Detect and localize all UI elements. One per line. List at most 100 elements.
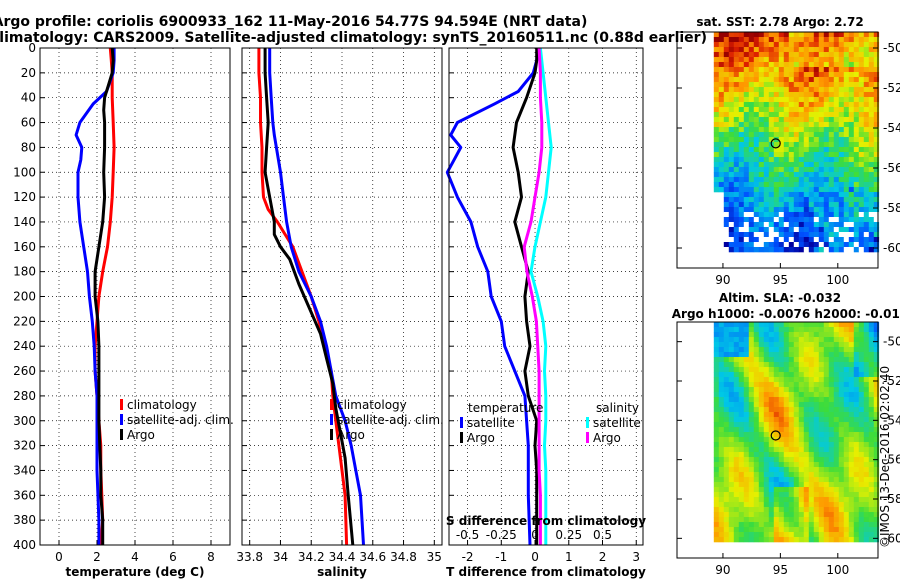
map-cell — [798, 452, 805, 458]
map-cell — [828, 327, 835, 333]
map-cell — [863, 452, 870, 458]
map-cell — [748, 362, 755, 368]
map-cell — [808, 512, 815, 518]
map-cell — [858, 52, 865, 58]
map-cell — [778, 42, 785, 48]
map-cell — [803, 52, 810, 58]
map-cell — [763, 482, 770, 488]
map-cell — [748, 462, 755, 468]
map-cell — [733, 182, 740, 188]
map-cell — [818, 337, 825, 343]
map-cell — [843, 147, 850, 153]
map-cell — [828, 112, 835, 118]
map-cell — [863, 377, 870, 383]
map-cell — [828, 197, 835, 203]
map-cell — [758, 452, 765, 458]
map-cell — [873, 117, 880, 123]
map-cell — [758, 82, 765, 88]
map-cell — [803, 512, 810, 518]
map-title: Altim. SLA: -0.032 — [719, 291, 841, 305]
map-cell — [863, 152, 870, 158]
map-cell — [788, 442, 795, 448]
map-cell — [848, 157, 855, 163]
map-cell — [803, 492, 810, 498]
map-cell — [873, 517, 880, 523]
map-cell — [798, 242, 805, 248]
map-cell — [778, 202, 785, 208]
map-cell — [743, 482, 750, 488]
map-cell — [858, 457, 865, 463]
map-cell — [838, 422, 845, 428]
map-cell — [713, 97, 720, 103]
map-cell — [798, 197, 805, 203]
map-cell — [873, 232, 880, 238]
map-cell — [808, 67, 815, 73]
map-cell — [768, 462, 775, 468]
map-cell — [858, 512, 865, 518]
map-cell — [843, 117, 850, 123]
map-cell — [853, 217, 860, 223]
map-cell — [818, 347, 825, 353]
map-cell — [798, 532, 805, 538]
map-cell — [818, 377, 825, 383]
map-cell — [793, 237, 800, 243]
map-cell — [808, 347, 815, 353]
map-cell — [858, 57, 865, 63]
map-cell — [713, 157, 720, 163]
map-cell — [833, 172, 840, 178]
map-cell — [833, 352, 840, 358]
map-cell — [798, 487, 805, 493]
map-cell — [838, 237, 845, 243]
map-cell — [743, 157, 750, 163]
map-cell — [813, 507, 820, 513]
map-cell — [748, 337, 755, 343]
map-cell — [713, 402, 720, 408]
map-cell — [808, 517, 815, 523]
map-cell — [743, 132, 750, 138]
map-cell — [818, 507, 825, 513]
map-cell — [813, 417, 820, 423]
x-tick-label: 4 — [131, 550, 139, 564]
map-cell — [733, 447, 740, 453]
map-frame — [676, 31, 879, 269]
map-cell — [863, 202, 870, 208]
map-cell — [718, 517, 725, 523]
map-cell — [718, 422, 725, 428]
map-cell — [788, 57, 795, 63]
map-cell — [723, 457, 730, 463]
map-cell — [828, 492, 835, 498]
map-cell — [748, 327, 755, 333]
map-cell — [763, 112, 770, 118]
map-cell — [783, 107, 790, 113]
map-cell — [843, 392, 850, 398]
map-cell — [868, 97, 875, 103]
map-cell — [743, 92, 750, 98]
map-cell — [733, 62, 740, 68]
map-cell — [828, 162, 835, 168]
map-cell — [783, 462, 790, 468]
map-cell — [738, 477, 745, 483]
map-cell — [848, 397, 855, 403]
map-cell — [783, 447, 790, 453]
map-cell — [848, 42, 855, 48]
map-cell — [753, 77, 760, 83]
map-cell — [728, 77, 735, 83]
map-cell — [778, 52, 785, 58]
map-cell — [853, 327, 860, 333]
map-cell — [848, 107, 855, 113]
map-cell — [828, 47, 835, 53]
map-cell — [763, 452, 770, 458]
map-cell — [813, 202, 820, 208]
map-cell — [783, 127, 790, 133]
map-cell — [873, 362, 880, 368]
map-cell — [838, 327, 845, 333]
map-cell — [858, 337, 865, 343]
map-cell — [803, 47, 810, 53]
y-tick-label: 120 — [13, 190, 36, 204]
map-cell — [743, 322, 750, 328]
map-cell — [733, 172, 740, 178]
map-cell — [713, 132, 720, 138]
map-cell — [728, 182, 735, 188]
map-cell — [743, 37, 750, 43]
map-cell — [788, 507, 795, 513]
